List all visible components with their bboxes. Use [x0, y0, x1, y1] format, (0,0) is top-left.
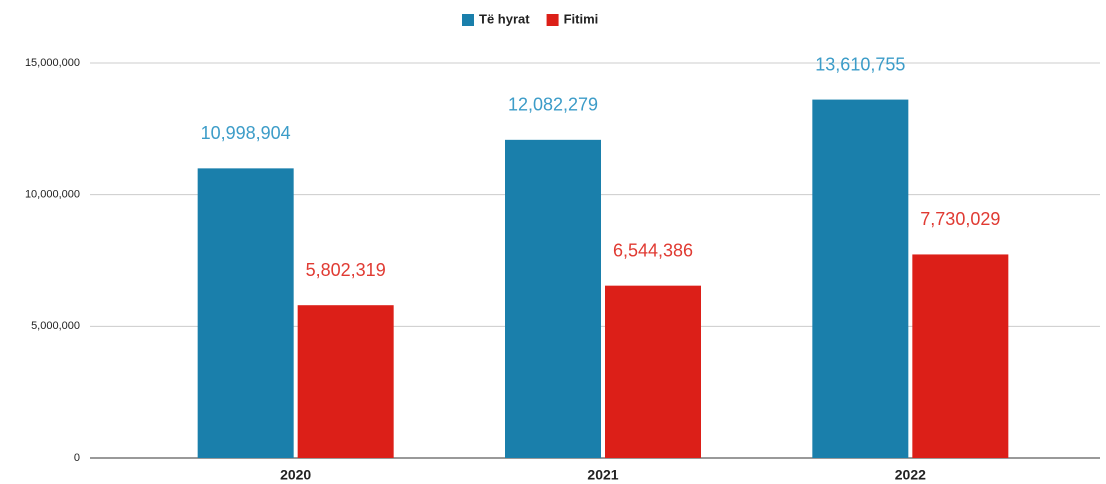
y-tick-label: 10,000,000: [25, 189, 80, 201]
value-label: 5,802,319: [306, 260, 386, 280]
bar: [812, 99, 909, 459]
x-tick-label: 2021: [587, 467, 618, 483]
value-label: 7,730,029: [920, 209, 1000, 229]
x-tick-label: 2020: [280, 467, 311, 483]
legend-swatch: [546, 14, 559, 26]
y-tick-label: 5,000,000: [31, 320, 80, 332]
y-tick-label: 15,000,000: [25, 57, 80, 69]
bar: [197, 168, 294, 459]
x-tick-label: 2022: [895, 467, 926, 483]
legend-label: Të hyrat: [479, 11, 530, 26]
legend-swatch: [462, 14, 474, 26]
value-label: 13,610,755: [815, 54, 905, 74]
value-label: 10,998,904: [201, 123, 291, 143]
bar: [297, 305, 394, 458]
value-label: 6,544,386: [613, 240, 693, 260]
value-label: 12,082,279: [508, 95, 598, 115]
bar: [505, 139, 601, 458]
bar: [912, 254, 1009, 458]
legend-label: Fitimi: [564, 11, 599, 26]
y-tick-label: 0: [74, 452, 80, 464]
bar: [605, 285, 701, 458]
